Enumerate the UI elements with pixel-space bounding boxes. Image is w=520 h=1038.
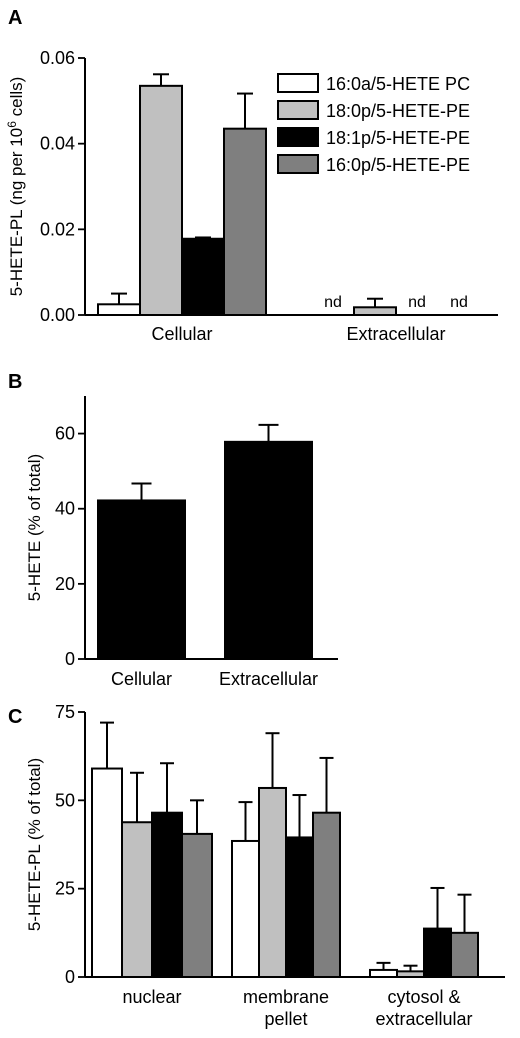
bar [97,303,141,316]
legend-label: 16:0p/5-HETE-PE [326,155,470,175]
not-detected-label: nd [324,294,342,311]
legend-swatch [277,73,319,93]
category-label: extracellular [375,1009,472,1029]
category-label: membrane [243,987,329,1007]
legend-label: 18:1p/5-HETE-PE [326,128,470,148]
y-tick-label: 75 [55,702,75,722]
y-axis-label: 5-HETE-PL (% of total) [25,758,44,931]
y-tick-label: 20 [55,574,75,594]
bar [396,970,425,979]
bar [258,786,287,979]
bar [181,832,213,979]
category-label: pellet [264,1009,307,1029]
category-label: Cellular [151,324,212,344]
panel-letter: C [8,706,22,728]
category-label: cytosol & [387,987,460,1007]
not-detected-label: nd [450,294,468,311]
bar [151,811,183,979]
bar [121,821,153,978]
y-tick-label: 0.00 [40,305,75,325]
bar [181,237,225,316]
y-axis-label: 5-HETE (% of total) [25,454,44,601]
y-tick-label: 25 [55,879,75,899]
legend-label: 18:0p/5-HETE-PE [326,101,470,121]
y-axis-label-end: cells) [7,77,26,121]
bar [353,306,397,317]
category-label: Cellular [111,669,172,689]
legend-swatch [277,127,319,147]
y-axis-label-text: 5-HETE-PL (% of total) [25,758,44,931]
category-label: Extracellular [346,324,445,344]
y-tick-label: 0.06 [40,48,75,68]
y-tick-label: 0.02 [40,219,75,239]
y-axis-label-text: 5-HETE (% of total) [25,454,44,601]
legend-swatch [277,100,319,120]
y-axis-label: 5-HETE-PL (ng per 106 cells) [5,77,26,297]
legend-label: 16:0a/5-HETE PC [326,74,470,94]
y-tick-label: 0 [65,649,75,669]
y-tick-label: 40 [55,499,75,519]
not-detected-label: nd [408,294,426,311]
y-axis-label-superscript: 6 [5,121,19,128]
panel-letter: A [8,7,22,29]
y-tick-label: 60 [55,424,75,444]
y-axis-label-text: 5-HETE-PL (ng per 10 [7,128,26,297]
bar [285,836,314,979]
bar [223,127,267,316]
bar [224,440,313,660]
y-tick-label: 0 [65,967,75,987]
panel-letter: B [8,371,22,393]
bar [450,931,479,978]
category-label: Extracellular [219,669,318,689]
bar [312,811,341,979]
y-tick-label: 50 [55,790,75,810]
y-tick-label: 0.04 [40,134,75,154]
bar [231,839,260,979]
legend-swatch [277,154,319,174]
bar [369,968,398,979]
category-label: nuclear [122,987,181,1007]
bar [423,927,452,978]
bar [91,767,123,978]
bar [97,499,186,660]
bar [139,84,183,317]
